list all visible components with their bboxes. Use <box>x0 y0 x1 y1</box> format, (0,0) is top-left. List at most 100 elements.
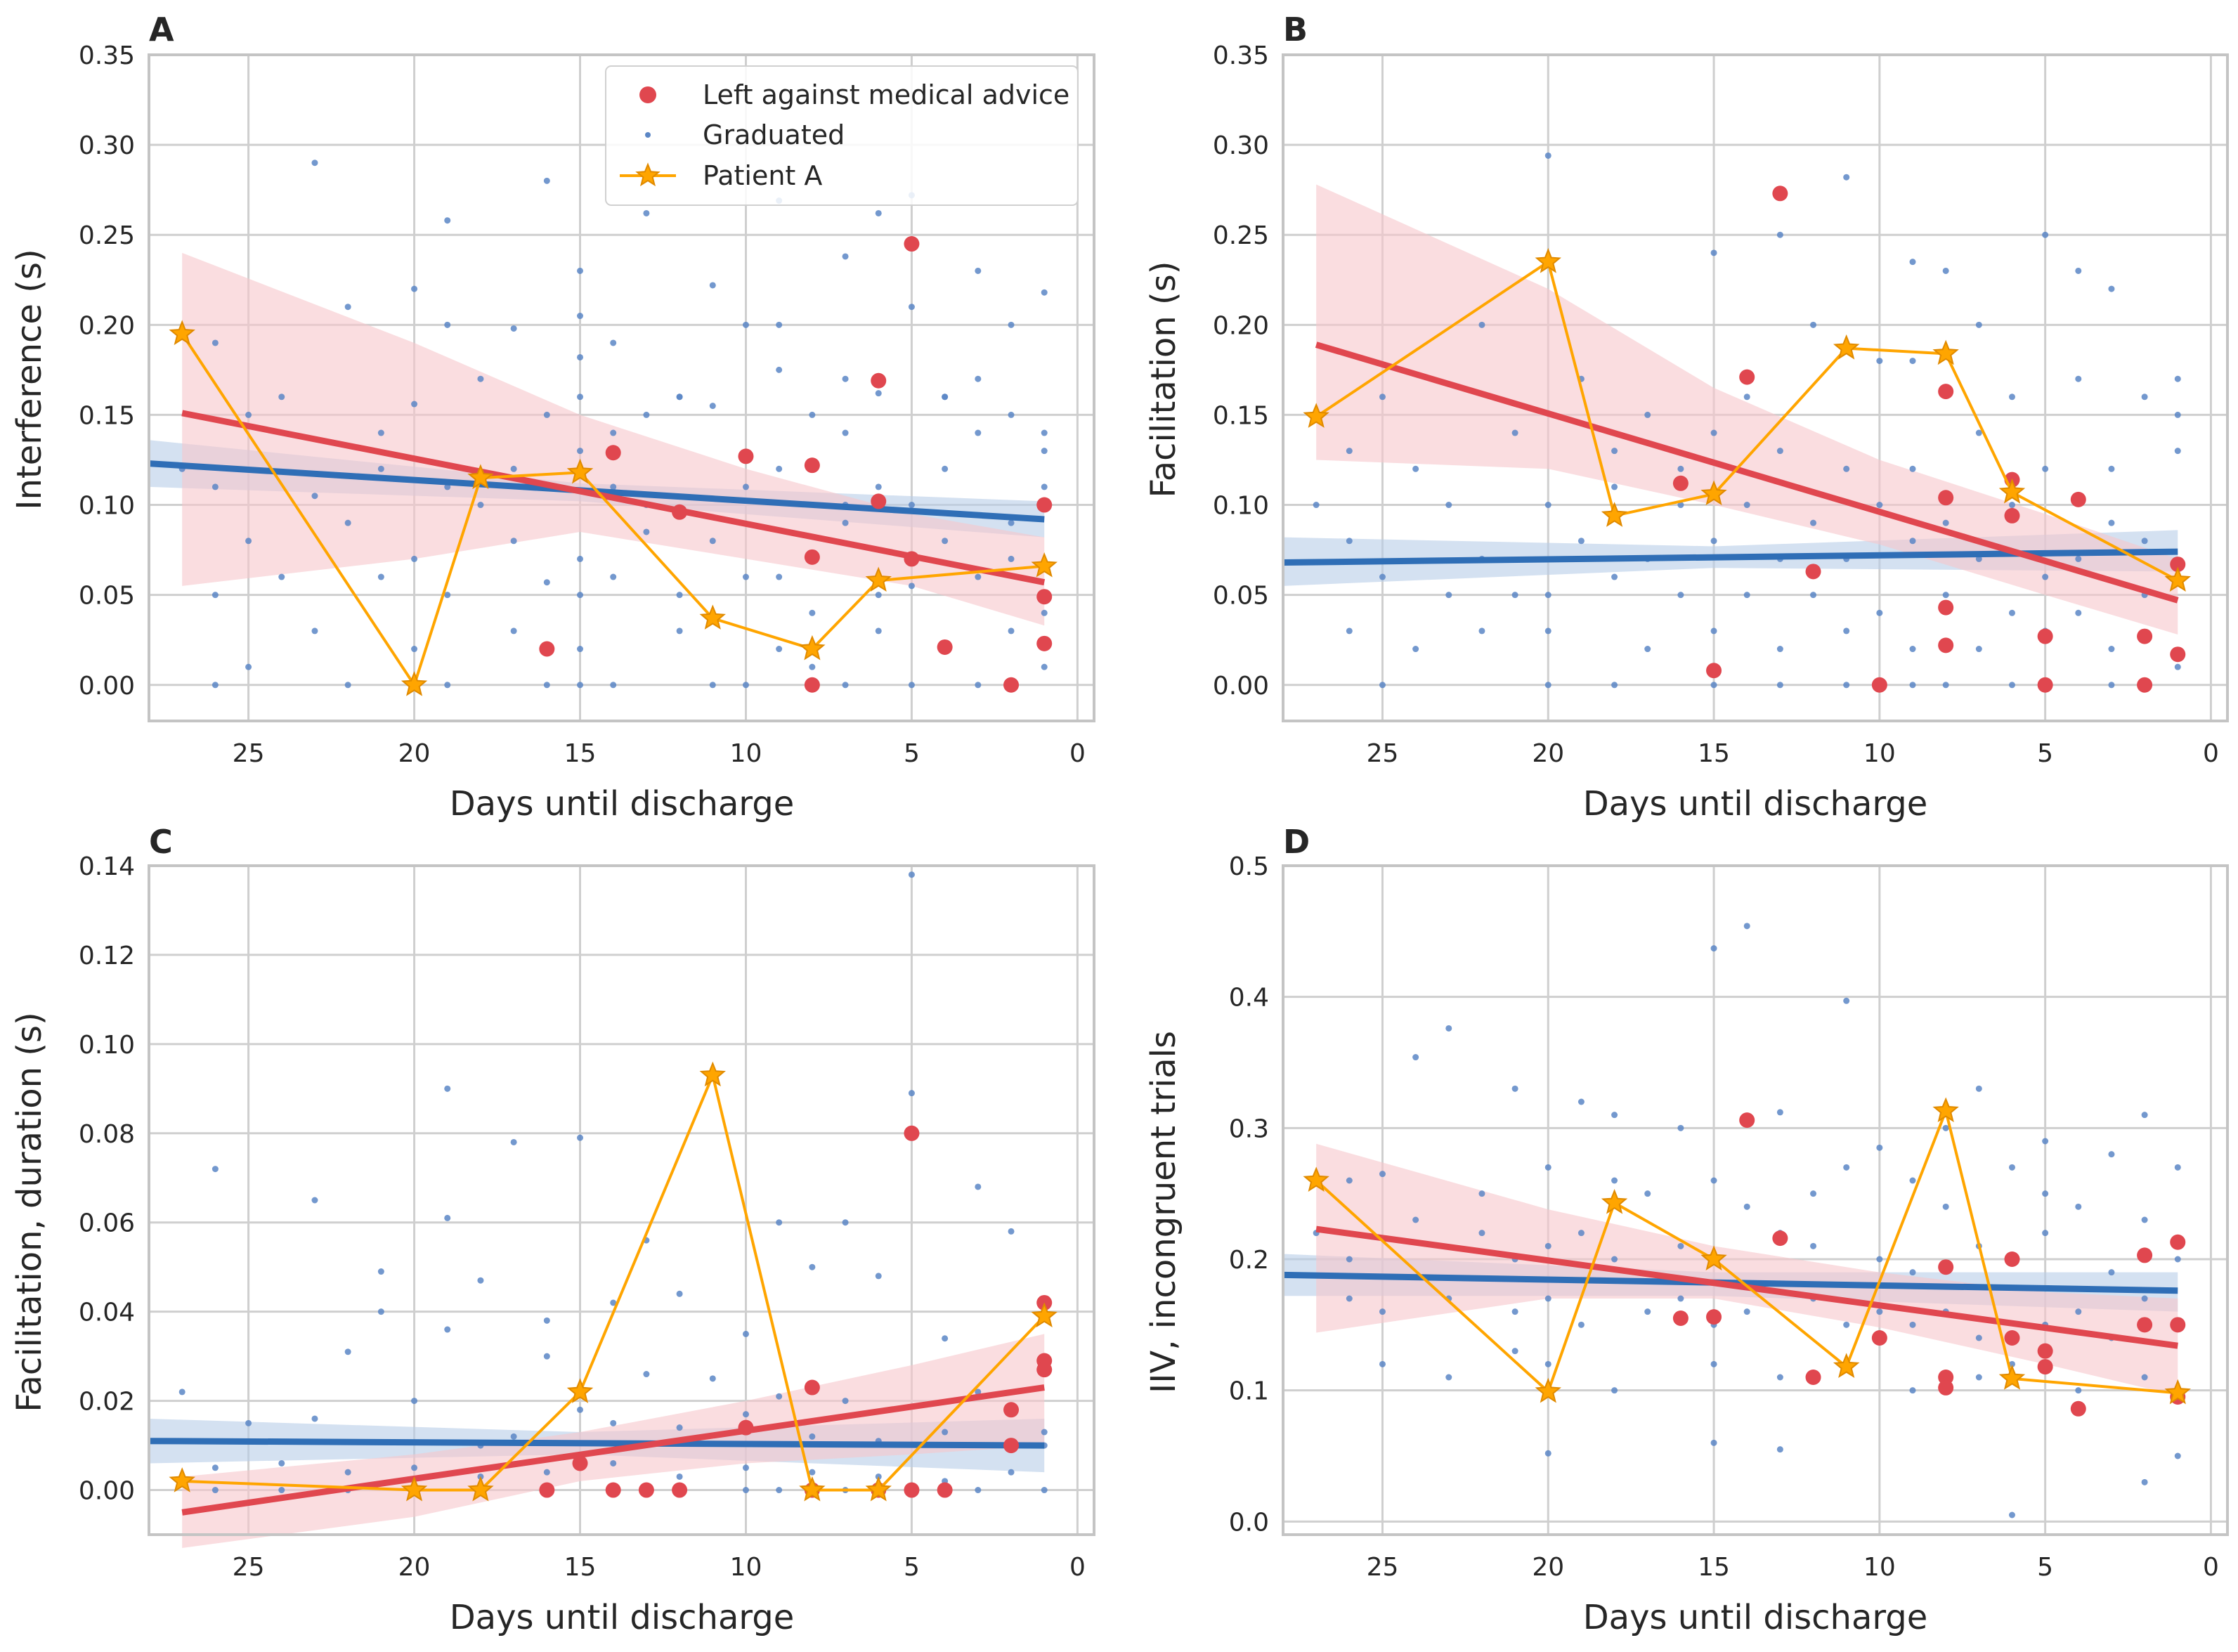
y-tick-label: 0.15 <box>1213 401 1269 430</box>
graduated-point <box>577 448 584 455</box>
graduated-point <box>577 394 584 401</box>
graduated-point <box>2008 682 2015 689</box>
x-tick-label: 0 <box>2203 739 2219 768</box>
graduated-point <box>1810 321 1817 328</box>
graduated-point <box>1743 502 1750 509</box>
graduated-point <box>411 1398 418 1405</box>
graduated-point <box>610 339 617 346</box>
graduated-point <box>1511 429 1518 436</box>
graduated-point <box>908 502 915 509</box>
lama-fit-line <box>1315 342 2179 604</box>
lama-point <box>2137 1247 2153 1263</box>
graduated-point <box>2075 267 2082 274</box>
graduated-point <box>1743 592 1750 599</box>
graduated-point <box>1611 682 1618 689</box>
graduated-point <box>477 502 484 509</box>
graduated-point <box>610 573 617 580</box>
graduated-point <box>1644 1308 1651 1315</box>
y-tick-label: 0.35 <box>1213 41 1269 70</box>
x-tick-label: 0 <box>2203 1553 2219 1582</box>
graduated-point <box>1445 592 1452 599</box>
graduated-point <box>1710 249 1717 256</box>
graduated-point <box>643 411 650 418</box>
graduated-point <box>676 1424 683 1431</box>
graduated-point <box>742 573 749 580</box>
graduated-point <box>1810 1190 1817 1197</box>
graduated-point <box>2108 285 2115 292</box>
graduated-point <box>1611 573 1618 580</box>
graduated-point <box>577 646 584 653</box>
graduated-point <box>1577 1321 1585 1328</box>
graduated-point <box>543 1317 550 1324</box>
graduated-point <box>1876 1256 1883 1263</box>
patient-a-star <box>1833 334 1860 360</box>
graduated-point <box>2042 231 2049 238</box>
patient-a-star <box>1031 552 1058 578</box>
x-tick-label: 10 <box>1863 1553 1896 1582</box>
lama-point <box>2037 677 2053 693</box>
graduated-fit-line <box>148 1438 1045 1449</box>
patient-a-star <box>1700 480 1727 506</box>
lama-ci-band <box>1316 184 2178 635</box>
graduated-point <box>2174 1164 2181 1171</box>
graduated-point <box>776 573 783 580</box>
lama-point <box>1938 637 1954 653</box>
patient-a-star <box>169 320 195 346</box>
graduated-point <box>1843 465 1850 472</box>
graduated-point <box>1346 1295 1353 1302</box>
graduated-point <box>610 429 617 436</box>
lama-point <box>904 1482 920 1498</box>
lama-point <box>1706 663 1722 679</box>
graduated-point <box>1644 411 1651 418</box>
patient-a-star <box>1700 1245 1727 1270</box>
graduated-point <box>1810 1242 1817 1249</box>
lama-point <box>539 1482 555 1498</box>
graduated-point <box>1544 1295 1551 1302</box>
graduated-point <box>1909 259 1916 266</box>
graduated-point <box>1544 592 1551 599</box>
graduated-point <box>676 592 683 599</box>
graduated-point <box>809 1433 816 1440</box>
y-tick-label: 0.10 <box>79 492 135 521</box>
graduated-point <box>2141 1374 2148 1381</box>
graduated-point <box>311 627 318 635</box>
graduated-point <box>1041 483 1048 490</box>
lama-point <box>2037 628 2053 644</box>
graduated-point <box>709 282 716 289</box>
graduated-point <box>1544 1360 1551 1367</box>
graduated-point <box>809 1263 816 1270</box>
graduated-point <box>1710 627 1717 635</box>
x-tick-label: 5 <box>2037 1553 2053 1582</box>
graduated-point <box>2042 465 2049 472</box>
x-tick-label: 20 <box>1532 739 1564 768</box>
patient-a-star <box>1601 1189 1628 1214</box>
graduated-point <box>577 592 584 599</box>
graduated-point <box>1975 1374 1982 1381</box>
graduated-point <box>444 1326 451 1333</box>
graduated-point <box>411 646 418 653</box>
graduated-point <box>1445 502 1452 509</box>
patient-a-star <box>401 671 428 696</box>
graduated-point <box>212 339 219 346</box>
panel-d: 25 20 15 10 5 0 0.0 0.1 0.2 0.3 0.4 0.5 D Days unti… <box>1144 823 2229 1637</box>
lama-point <box>1672 475 1689 491</box>
graduated-point <box>1412 465 1419 472</box>
graduated-point <box>908 871 915 878</box>
axes-frame <box>148 864 1095 1536</box>
patient-a-star <box>1998 1365 2026 1390</box>
graduated-point <box>742 682 749 689</box>
graduated-point <box>875 390 882 397</box>
graduated-point <box>577 267 584 274</box>
lama-point <box>2070 491 2086 507</box>
graduated-point <box>2174 375 2181 382</box>
graduated-point <box>1677 1295 1684 1302</box>
legend-marker-graduated <box>645 132 651 138</box>
graduated-point <box>2141 538 2148 545</box>
graduated-point <box>510 1138 517 1145</box>
graduated-point <box>1511 1085 1518 1092</box>
patient-a-star <box>1303 1166 1329 1192</box>
lama-point <box>1938 490 1954 506</box>
lama-point <box>638 1482 654 1498</box>
y-tick-label: 0.5 <box>1229 852 1269 881</box>
graduated-point <box>1379 1308 1386 1315</box>
